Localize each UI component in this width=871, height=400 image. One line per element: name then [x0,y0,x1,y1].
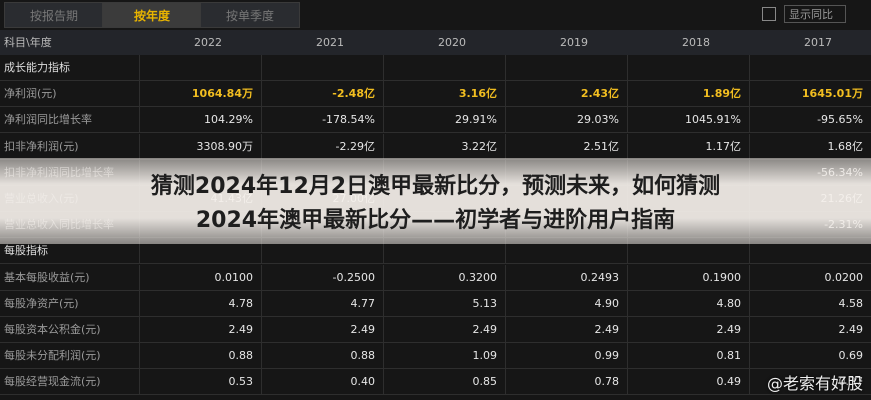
table-cell: 0.2493 [506,264,628,291]
table-cell [750,55,871,81]
table-cell: 1045.91% [628,107,750,134]
table-cell [750,238,871,265]
table-cell: 0.37 [750,369,871,396]
header-cell: 科目\年度 [0,30,140,55]
table-cell: 0.49 [628,369,750,396]
table-cell: 1.17亿 [628,133,750,160]
table-cell: 3308.90万 [140,133,262,160]
tab[interactable]: 按报告期 [4,2,104,28]
table-cell [628,55,750,81]
table-cell: 2.49 [628,317,750,343]
tab[interactable]: 按年度 [102,2,202,28]
row-label: 净利润同比增长率 [0,107,140,134]
table-cell: 4.58 [750,291,871,317]
table-cell: 0.81 [628,343,750,370]
table-cell: 1645.01万 [750,81,871,108]
tab[interactable]: 按单季度 [200,2,300,28]
table-cell: 0.0100 [140,264,262,291]
table-cell: 0.85 [384,369,506,396]
table-cell: 104.29% [140,107,262,134]
table-cell [384,55,506,81]
table-cell [506,238,628,265]
table-cell: 2.49 [262,317,384,343]
table-cell: -2.29亿 [262,133,384,160]
header-cell: 2020 [384,30,506,55]
header-cell: 2022 [140,30,262,55]
header-cell: 2019 [506,30,628,55]
table-cell: 3.16亿 [384,81,506,108]
table-cell: 29.91% [384,107,506,134]
checkbox[interactable] [762,7,776,21]
table-cell [384,238,506,265]
table-cell: 4.90 [506,290,628,317]
table-cell: 1.68亿 [750,134,871,160]
section-label: 成长能力指标 [0,55,140,81]
table-cell: 1.89亿 [628,81,750,108]
checkbox-label[interactable]: 显示同比 [784,5,846,23]
table-cell: -0.2500 [262,264,384,291]
table-cell: 2.49 [140,317,262,343]
table-cell: 2.43亿 [506,81,628,108]
table-cell: 0.3200 [384,264,506,291]
table-cell: -178.54% [262,107,384,134]
table-cell: 4.80 [628,290,750,317]
row-label: 每股资本公积金(元) [0,317,140,343]
table-cell: 5.13 [384,290,506,317]
table-cell [140,238,262,265]
table-cell: 2.49 [506,317,628,343]
table-cell: -95.65% [750,107,871,134]
table-cell: 29.03% [506,107,628,134]
row-label: 每股净资产(元) [0,290,140,317]
table-cell [262,55,384,81]
overlay-title: 2024年澳甲最新比分——初学者与进阶用户指南 [195,208,676,233]
table-cell: 0.88 [140,343,262,370]
row-label: 每股经营现金流(元) [0,369,140,396]
table-cell [628,238,750,265]
table-cell [506,55,628,81]
table-cell: 0.0200 [750,265,871,291]
table-cell [262,238,384,265]
table-cell [140,55,262,81]
overlay-band [0,158,871,244]
table-cell: 2.49 [384,317,506,343]
table-cell: 0.99 [506,343,628,370]
table-cell: 4.77 [262,290,384,317]
table-cell: 2.49 [750,317,871,343]
row-label: 净利润(元) [0,81,140,108]
table-cell: 1.09 [384,343,506,370]
section-label: 每股指标 [0,238,140,265]
table-cell: 0.78 [506,369,628,396]
table-cell: 2.51亿 [506,133,628,160]
header-cell: 2017 [750,30,871,55]
header-cell: 2018 [628,30,750,55]
table-cell: 4.78 [140,290,262,317]
row-label: 基本每股收益(元) [0,264,140,291]
row-label: 每股未分配利润(元) [0,343,140,370]
watermark: @老索有好股 [766,374,863,393]
row-label: 扣非净利润(元) [0,133,140,160]
table-cell: 0.53 [140,369,262,396]
table-cell: 3.22亿 [384,133,506,160]
table-cell: 0.69 [750,343,871,370]
table-cell: 0.40 [262,369,384,396]
overlay-title: 猜测2024年12月2日澳甲最新比分，预测未来，如何猜测 [150,174,721,199]
table-cell: 0.1900 [628,264,750,291]
header-cell: 2021 [262,30,384,55]
table-cell: -2.48亿 [262,81,384,108]
table-cell: 1064.84万 [140,81,262,108]
table-cell: 0.88 [262,343,384,370]
